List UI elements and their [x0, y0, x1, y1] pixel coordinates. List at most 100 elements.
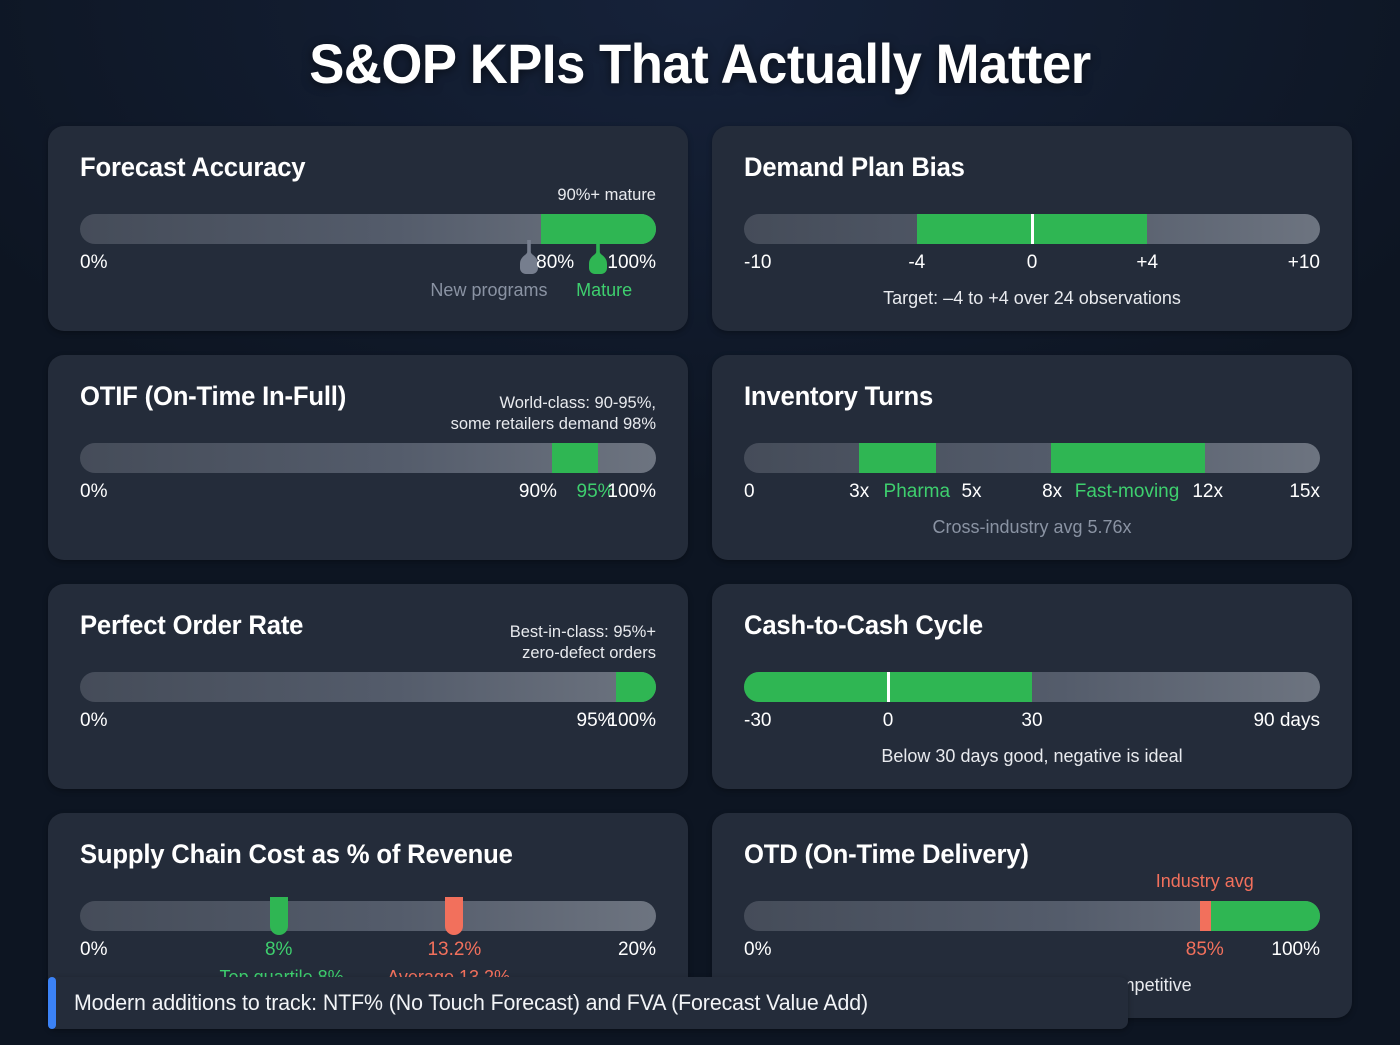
scale-label-minus10: -10	[744, 252, 772, 273]
marker-label-mature: Mature	[576, 280, 633, 300]
card-header: Forecast Accuracy 90%+ mature	[80, 152, 656, 208]
meter-track	[744, 901, 1320, 931]
meter-track-clip	[80, 672, 656, 702]
meter-track-clip	[744, 214, 1320, 244]
meter: 0% 80% 100% New programs Mature	[80, 214, 656, 304]
scale-label-0: 0	[744, 481, 755, 502]
meter-band-mature	[540, 214, 656, 244]
scale-label-5x: 5x	[961, 481, 982, 502]
card-footnote: Cross-industry avg 5.76x	[932, 517, 1132, 537]
meter-track-clip	[744, 901, 1320, 931]
meter-track	[80, 672, 656, 702]
card-header: Supply Chain Cost as % of Revenue	[80, 839, 656, 895]
meter: -30 0 30 90 days Below 30 days good, neg…	[744, 672, 1320, 767]
meter-scale: 0% 8% 13.2% 20%	[80, 939, 656, 965]
scale-label-pharma: Pharma	[883, 481, 951, 502]
meter-track-clip	[80, 443, 656, 473]
kpi-card-otif: OTIF (On-Time In-Full) World-class: 90-9…	[48, 355, 688, 560]
meter-band-best-in-class	[615, 672, 656, 702]
meter-marker-top-quartile	[269, 897, 288, 935]
meter: 0% 90% 95% 100%	[80, 443, 656, 507]
card-note: Best-in-class: 95%+ zero-defect orders	[509, 622, 656, 662]
scale-label-0: 0%	[80, 252, 108, 273]
meter-marker-labels: New programs Mature	[80, 280, 656, 304]
card-title: Forecast Accuracy	[80, 152, 306, 182]
card-header: OTD (On-Time Delivery)	[744, 839, 1320, 895]
scale-label-80: 80%	[536, 252, 575, 273]
kpi-card-perfect-order-rate: Perfect Order Rate Best-in-class: 95%+ z…	[48, 584, 688, 789]
card-note: 90%+ mature	[557, 185, 656, 204]
card-title: Perfect Order Rate	[80, 610, 304, 640]
kpi-card-inventory-turns: Inventory Turns 0 3x Pharma 5x 8x Fast-m…	[712, 355, 1352, 560]
scale-label-minus30: -30	[744, 710, 772, 731]
meter-track-clip	[80, 901, 656, 931]
scale-label-90: 90%	[518, 481, 557, 502]
scale-label-100: 100%	[607, 481, 656, 502]
scale-label-95: 95%	[576, 710, 615, 731]
meter-zero-tick	[886, 672, 890, 702]
scale-label-plus4: +4	[1136, 252, 1159, 273]
page-title: S&OP KPIs That Actually Matter	[309, 32, 1091, 95]
scale-label-0: 0%	[80, 481, 108, 502]
scale-label-8x: 8x	[1042, 481, 1063, 502]
card-title: OTD (On-Time Delivery)	[744, 839, 1029, 869]
scale-label-zero: 0	[882, 710, 894, 731]
meter-track	[744, 214, 1320, 244]
meter-pin-new-programs	[518, 240, 540, 274]
meter-track	[80, 214, 656, 274]
scale-label-132: 13.2%	[427, 939, 482, 960]
meter-band-pharma	[859, 443, 936, 473]
meter-track	[744, 443, 1320, 473]
pin-shape-icon	[589, 240, 608, 274]
card-header: Demand Plan Bias	[744, 152, 1320, 208]
card-title: Cash-to-Cash Cycle	[744, 610, 983, 640]
meter-pin-mature	[587, 240, 609, 274]
scale-label-3x: 3x	[849, 481, 870, 502]
scale-label-minus4: -4	[908, 252, 926, 273]
meter-band-competitive	[1210, 901, 1320, 931]
scale-label-100: 100%	[1271, 939, 1320, 960]
meter-marker-average	[445, 897, 464, 935]
card-header: Inventory Turns	[744, 381, 1320, 437]
kpi-card-cash-to-cash-cycle: Cash-to-Cash Cycle -30 0 30 90 days Belo…	[712, 584, 1352, 789]
footer-banner: Modern additions to track: NTF% (No Touc…	[48, 977, 1128, 1029]
meter-over-label-industry-avg: Industry avg	[1155, 871, 1254, 891]
scale-label-85: 85%	[1185, 939, 1224, 960]
meter-band-fast-moving	[1051, 443, 1205, 473]
card-title: OTIF (On-Time In-Full)	[80, 381, 347, 411]
meter-marker-industry-avg	[1200, 901, 1212, 931]
meter-scale: 0% 85% 100%	[744, 939, 1320, 965]
card-title: Inventory Turns	[744, 381, 934, 411]
scale-label-90days: 90 days	[1253, 710, 1320, 731]
meter: 0% 95% 100%	[80, 672, 656, 736]
scale-label-15x: 15x	[1289, 481, 1320, 502]
meter: 0 3x Pharma 5x 8x Fast-moving 12x 15x Cr…	[744, 443, 1320, 538]
scale-label-95: 95%	[576, 481, 615, 502]
card-title: Demand Plan Bias	[744, 152, 965, 182]
footer-text: Modern additions to track: NTF% (No Touc…	[74, 990, 869, 1015]
scale-label-plus10: +10	[1287, 252, 1320, 273]
card-header: Perfect Order Rate Best-in-class: 95%+ z…	[80, 610, 656, 666]
scale-label-0: 0%	[80, 710, 108, 731]
meter-track-clip	[744, 672, 1320, 702]
meter-band-world-class	[552, 443, 599, 473]
meter-track	[80, 443, 656, 473]
meter-track-clip	[80, 214, 656, 244]
meter-scale: 0 3x Pharma 5x 8x Fast-moving 12x 15x	[744, 481, 1320, 507]
scale-label-100: 100%	[607, 710, 656, 731]
pin-shape-icon	[520, 240, 539, 274]
meter-zero-tick	[1030, 214, 1034, 244]
meter: -10 -4 0 +4 +10 Target: –4 to +4 over 24…	[744, 214, 1320, 309]
scale-label-0: 0%	[744, 939, 772, 960]
meter-scale: 0% 80% 100%	[80, 252, 656, 278]
meter-track-clip	[744, 443, 1320, 473]
scale-label-20: 20%	[617, 939, 656, 960]
scale-label-0: 0%	[80, 939, 108, 960]
kpi-grid: Forecast Accuracy 90%+ mature	[48, 126, 1352, 1018]
kpi-card-forecast-accuracy: Forecast Accuracy 90%+ mature	[48, 126, 688, 331]
meter-track	[744, 672, 1320, 702]
meter-scale: 0% 95% 100%	[80, 710, 656, 736]
marker-label-new-programs: New programs	[430, 280, 548, 300]
scale-label-8: 8%	[264, 939, 293, 960]
